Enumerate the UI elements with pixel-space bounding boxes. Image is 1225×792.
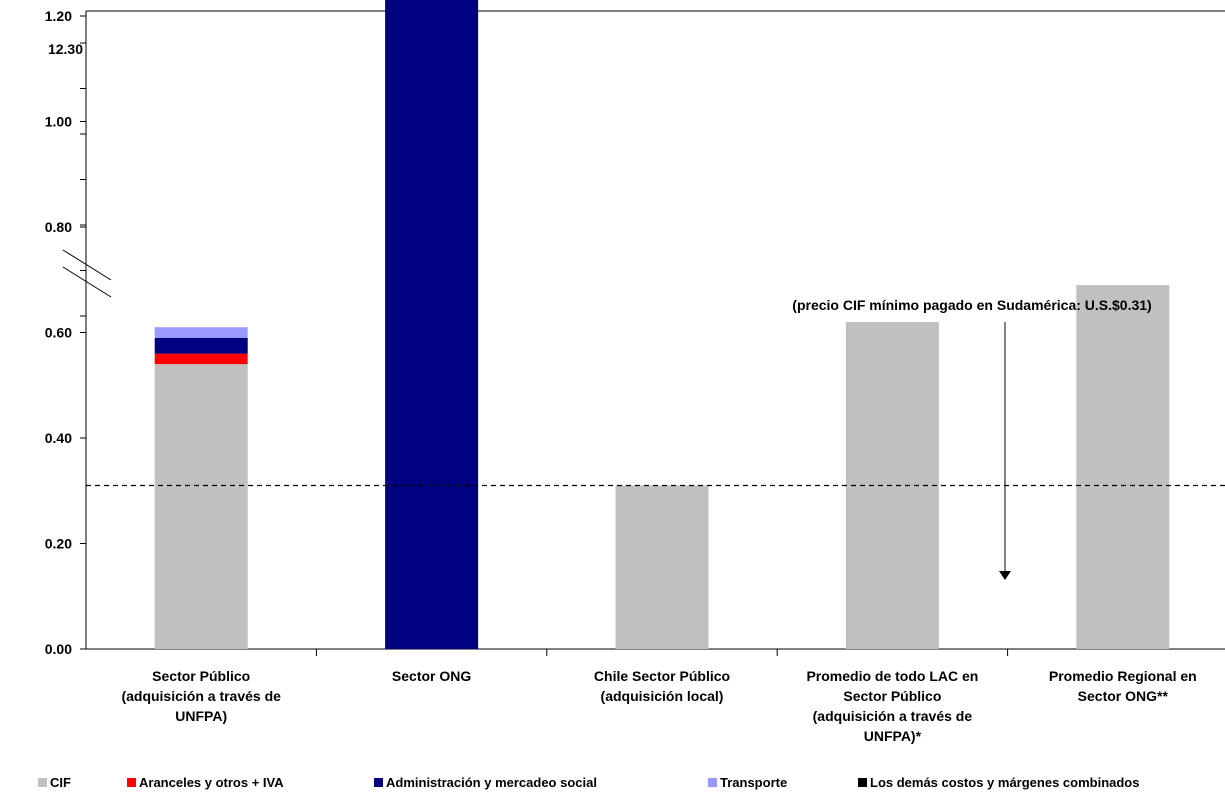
y-tick-label-top: 12.30 xyxy=(48,41,83,57)
y-tick-label: 1.20 xyxy=(45,8,72,24)
category-label: Promedio de todo LAC en xyxy=(806,668,978,684)
category-label: Sector ONG xyxy=(392,668,471,684)
category-label: (adquisición a través de xyxy=(121,688,281,704)
annotation-text: (precio CIF mínimo pagado en Sudamérica:… xyxy=(792,297,1151,313)
category-label: (adquisición local) xyxy=(601,688,724,704)
category-label: Chile Sector Público xyxy=(594,668,730,684)
y-tick-label: 0.00 xyxy=(45,641,72,657)
category-label: (adquisición a través de xyxy=(813,708,973,724)
bar-segment xyxy=(615,485,709,649)
annotation-arrowhead xyxy=(999,571,1011,580)
category-label: Sector ONG** xyxy=(1078,688,1169,704)
bar-segment xyxy=(154,327,248,338)
y-tick-label: 0.80 xyxy=(45,219,72,235)
category-label: Promedio Regional en xyxy=(1049,668,1197,684)
axis-break-mark xyxy=(62,266,112,298)
bar-segment xyxy=(154,364,248,649)
legend-label: Aranceles y otros + IVA xyxy=(139,775,284,790)
category-label: UNFPA)* xyxy=(864,728,922,744)
legend-label: Administración y mercadeo social xyxy=(386,775,597,790)
legend-swatch xyxy=(127,778,136,787)
y-tick-label: 0.20 xyxy=(45,536,72,552)
category-label: Sector Público xyxy=(843,688,941,704)
axis-break-mark xyxy=(62,249,112,281)
y-tick-label: 0.60 xyxy=(45,325,72,341)
y-tick-label: 1.00 xyxy=(45,114,72,130)
bar-segment xyxy=(385,0,479,649)
category-label: UNFPA) xyxy=(175,708,227,724)
legend-swatch xyxy=(858,778,867,787)
legend-label: Los demás costos y márgenes combinados xyxy=(870,775,1139,790)
legend-swatch xyxy=(38,778,47,787)
bar-segment xyxy=(154,337,248,354)
bar-segment xyxy=(154,353,248,365)
y-tick-label: 0.40 xyxy=(45,430,72,446)
legend-swatch xyxy=(374,778,383,787)
category-label: Sector Público xyxy=(152,668,250,684)
legend-label: CIF xyxy=(50,775,71,790)
legend-swatch xyxy=(708,778,717,787)
bar-segment xyxy=(1076,285,1170,649)
legend-label: Transporte xyxy=(720,775,787,790)
